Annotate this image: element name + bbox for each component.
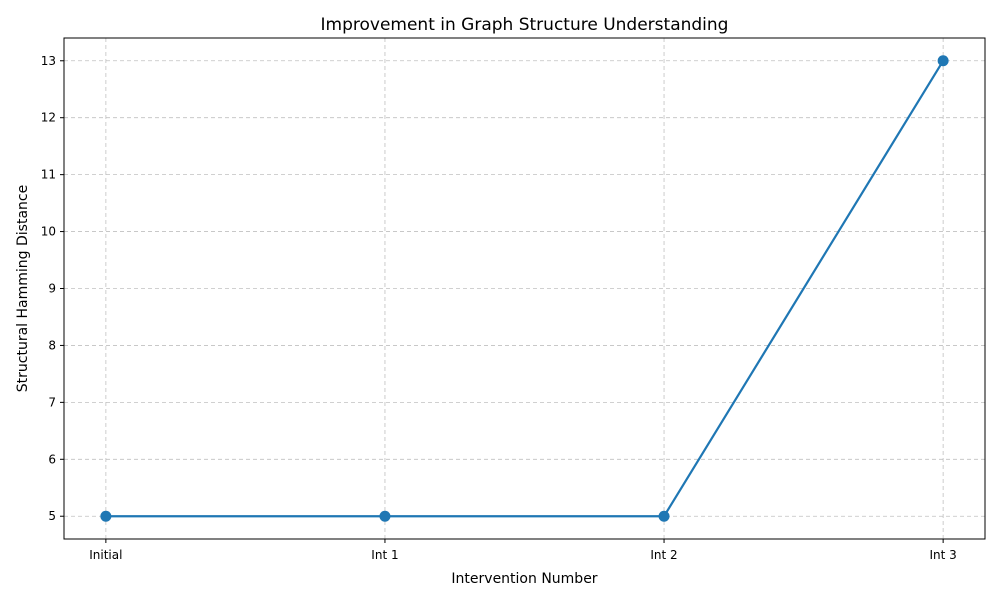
y-tick-label: 8 xyxy=(48,338,56,352)
y-tick-label: 10 xyxy=(41,225,56,239)
data-point xyxy=(379,510,391,522)
x-tick-label: Int 1 xyxy=(371,548,398,562)
x-tick-label: Initial xyxy=(89,548,122,562)
x-tick-label: Int 3 xyxy=(929,548,956,562)
y-axis-title: Structural Hamming Distance xyxy=(15,185,31,392)
y-tick-label: 11 xyxy=(41,168,56,182)
axis-ticks: Initial Int 1 Int 2 Int 3 5 6 7 8 9 10 11 12 13 xyxy=(41,54,957,562)
y-tick-label: 5 xyxy=(48,509,56,523)
y-tick-label: 12 xyxy=(41,111,56,125)
y-tick-label: 6 xyxy=(48,452,56,466)
x-tick-label: Int 2 xyxy=(650,548,677,562)
y-tick-label: 9 xyxy=(48,282,56,296)
data-point xyxy=(658,510,670,522)
data-point xyxy=(937,55,949,67)
y-tick-label: 7 xyxy=(48,395,56,409)
chart-title: Improvement in Graph Structure Understan… xyxy=(321,15,729,35)
y-tick-label: 13 xyxy=(41,54,56,68)
series xyxy=(100,55,949,522)
x-axis-title: Intervention Number xyxy=(451,571,597,587)
series-line xyxy=(105,60,945,518)
data-point xyxy=(100,510,112,522)
